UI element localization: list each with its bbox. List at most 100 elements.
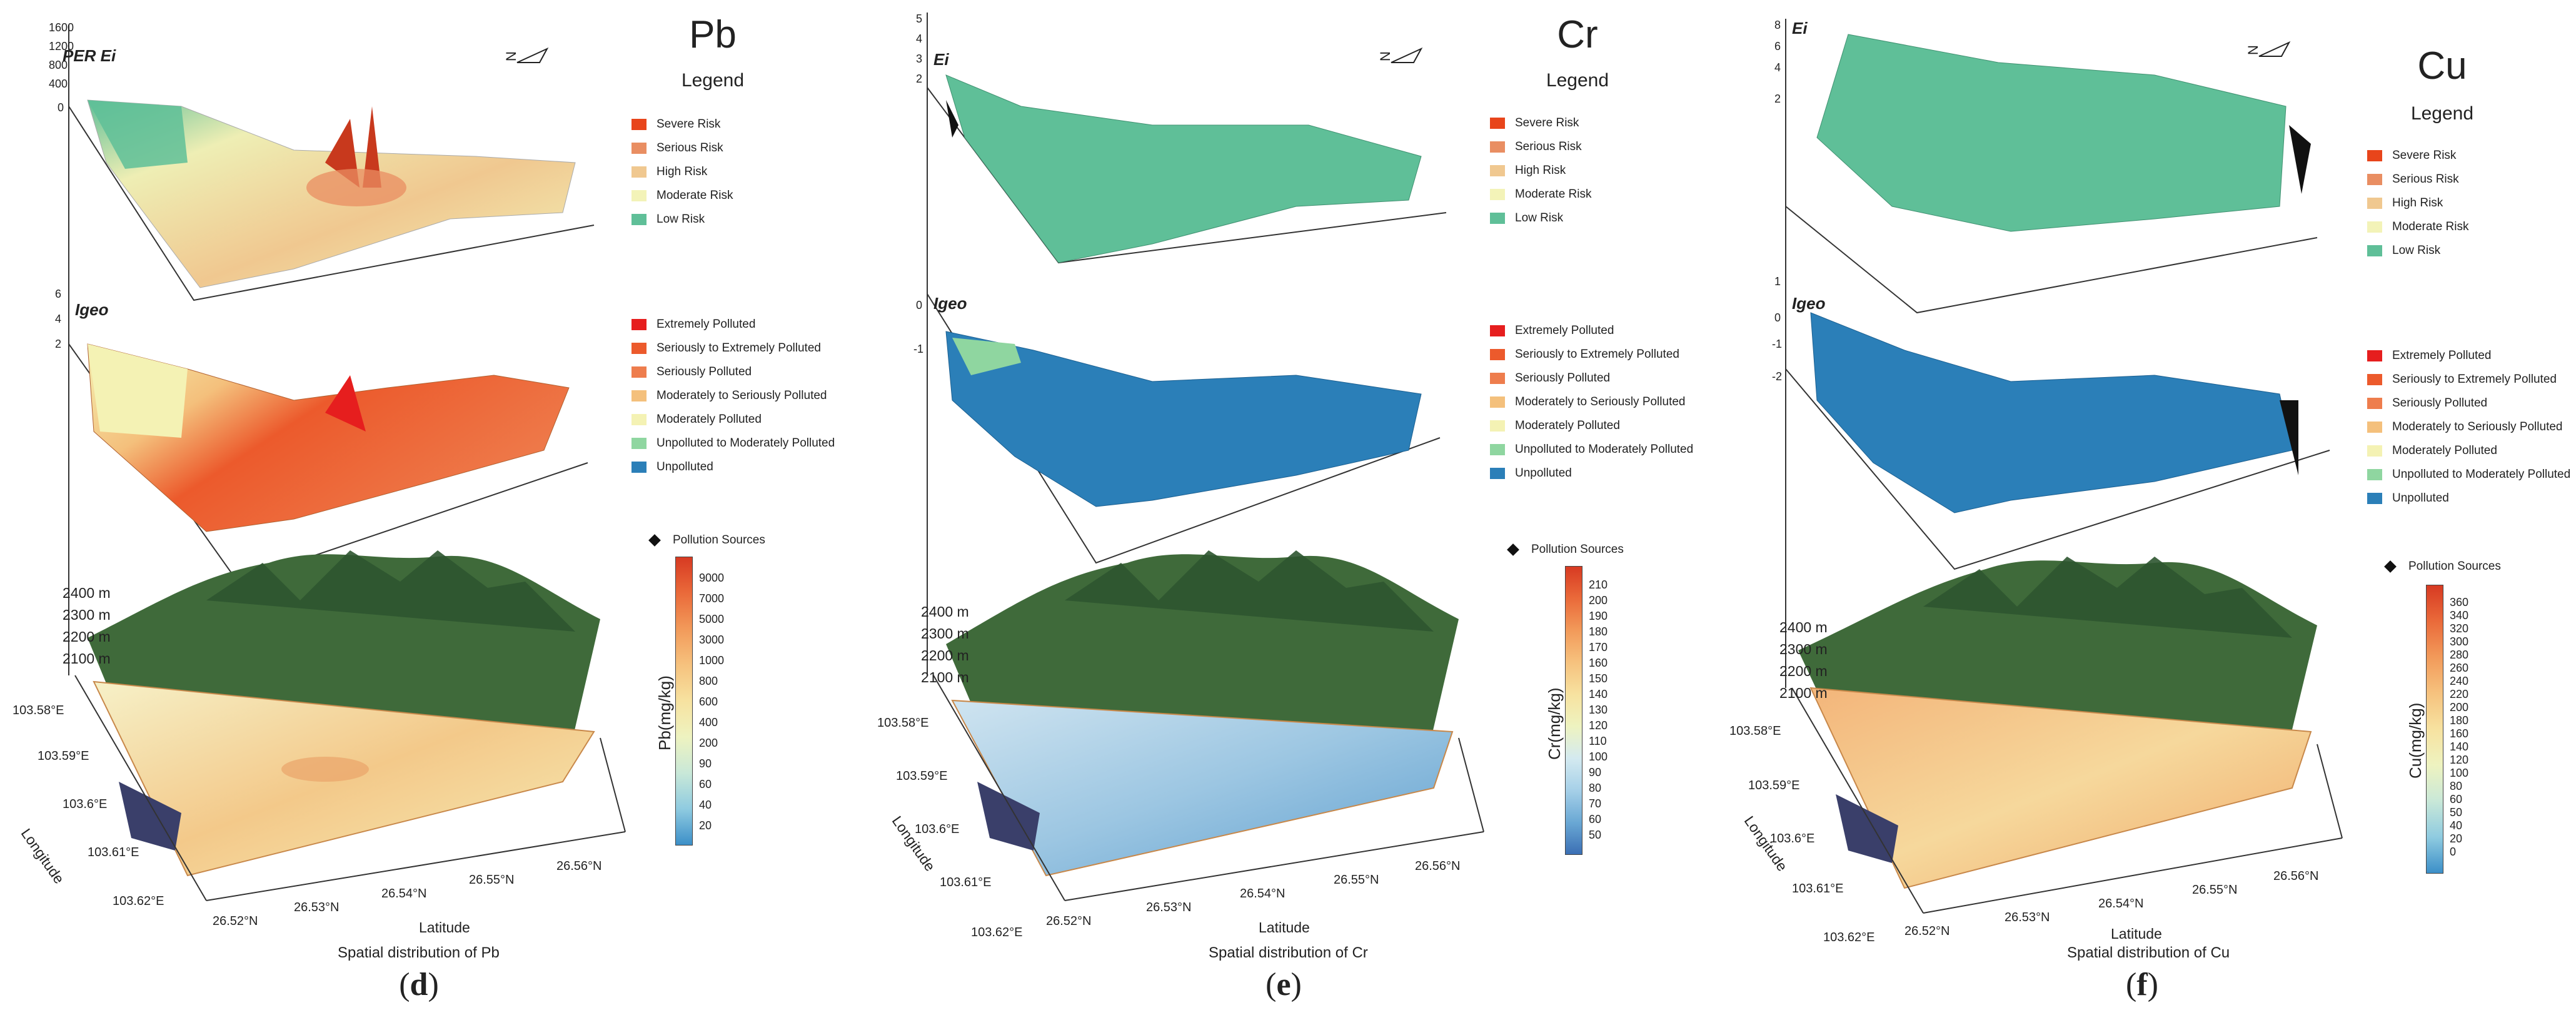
legend-item-moderate-risk: Moderate Risk [631, 184, 733, 208]
panel-label-f: (f) [2126, 967, 2158, 1002]
pb-igeo-axis-label: Igeo [75, 300, 109, 319]
pollution-sources-label: Pollution Sources [1531, 543, 1624, 556]
cu-latitude-tick: 26.54°N [2098, 897, 2144, 911]
swatch [631, 366, 647, 378]
pb-colorbar-tick: 3000 [699, 634, 725, 646]
cu-ei-tick: 4 [1774, 61, 1781, 74]
cr-colorbar-tick: 160 [1589, 657, 1608, 669]
pb-colorbar-tick: 1000 [699, 654, 725, 667]
cu-colorbar-tick: 300 [2450, 635, 2469, 648]
swatch [2367, 245, 2382, 256]
swatch [631, 190, 647, 201]
pb-colorbar-tick: 9000 [699, 572, 725, 584]
legend-item-low-risk: Low Risk [631, 208, 733, 231]
swatch [1490, 213, 1505, 224]
swatch [1490, 373, 1505, 384]
cu-colorbar-tick: 320 [2450, 622, 2469, 635]
cu-colorbar-tick: 140 [2450, 740, 2469, 753]
pb-igeo-tick: 4 [55, 313, 62, 325]
swatch [631, 390, 647, 401]
pb-elevation-tick: 2400 m [63, 585, 111, 601]
cu-colorbar-tick: 80 [2450, 780, 2463, 792]
legend-label: Moderate Risk [657, 189, 733, 202]
legend-item-moderately-polluted: Moderately Polluted [1490, 414, 1693, 438]
cu-colorbar-tick: 120 [2450, 754, 2469, 766]
pb-igeo-tick: 6 [55, 288, 62, 300]
cu-colorbar-tick: 160 [2450, 727, 2469, 740]
cu-colorbar-tick: 280 [2450, 649, 2469, 661]
cu-colorbar-tick: 360 [2450, 596, 2469, 608]
cu-colorbar-tick: 260 [2450, 662, 2469, 674]
legend-label: Serious Risk [1515, 140, 1582, 153]
swatch [2367, 374, 2382, 385]
swatch [631, 343, 647, 354]
cr-colorbar-tick: 130 [1589, 704, 1608, 716]
swatch [1490, 420, 1505, 432]
pb-longitude-tick: 103.59°E [38, 749, 89, 763]
legend-label: Unpolluted [657, 460, 713, 473]
legend-item-low-risk: Low Risk [2367, 239, 2469, 263]
swatch [2367, 398, 2382, 409]
swatch [1490, 325, 1505, 336]
pb-legend-heading: Legend [681, 70, 745, 91]
swatch [1490, 189, 1505, 200]
svg-text:N: N [1377, 51, 1393, 61]
cr-colorbar-tick: 180 [1589, 625, 1608, 638]
legend-label: Extremely Polluted [657, 318, 756, 331]
legend-item-serious-risk: Serious Risk [631, 136, 733, 160]
cr-elevation-tick: 2200 m [921, 647, 969, 664]
swatch [2367, 422, 2382, 433]
panel-cr: 5 4 3 2 Ei 0 -1 Igeo 2400 m 2300 m 2200 … [858, 0, 1717, 1025]
cr-igeo-tick: 0 [916, 299, 923, 311]
pb-colorbar-tick: 5000 [699, 613, 725, 625]
legend-item-seriously-polluted: Seriously Polluted [1490, 366, 1693, 390]
legend-label: Seriously Polluted [2392, 396, 2488, 410]
swatch [631, 214, 647, 225]
legend-label: Moderately to Seriously Polluted [2392, 420, 2563, 433]
cu-colorbar [2426, 585, 2443, 874]
legend-item-high-risk: High Risk [1490, 159, 1592, 183]
legend-item-seriously-polluted: Seriously Polluted [631, 360, 835, 384]
legend-label: High Risk [1515, 164, 1566, 177]
pb-pollution-sources-legend: Pollution Sources [648, 533, 765, 547]
legend-label: Severe Risk [2392, 149, 2457, 162]
panel-label-e: (e) [1265, 967, 1302, 1002]
cr-longitude-tick: 103.59°E [896, 769, 948, 783]
cr-colorbar-tick: 90 [1589, 766, 1602, 779]
legend-item-low-risk: Low Risk [1490, 206, 1592, 230]
legend-item-seriously-to-extremely: Seriously to Extremely Polluted [2367, 368, 2570, 391]
pb-ei-tick: 800 [49, 59, 68, 71]
panel-pb: 1600 1200 800 400 0 PER Ei 6 4 2 Igeo 24… [0, 0, 858, 1025]
svg-text:N: N [2245, 45, 2261, 55]
cr-colorbar [1565, 566, 1582, 855]
legend-item-unpolluted-to-moderately: Unpolluted to Moderately Polluted [2367, 463, 2570, 487]
pb-elevation-tick: 2100 m [63, 650, 111, 667]
cu-legend-heading: Legend [2410, 103, 2474, 124]
legend-item-severe-risk: Severe Risk [1490, 111, 1592, 135]
legend-label: Unpolluted to Moderately Polluted [1515, 443, 1694, 456]
pb-element-title: Pb [689, 13, 737, 56]
legend-label: Moderately to Seriously Polluted [1515, 395, 1686, 408]
legend-item-serious-risk: Serious Risk [1490, 135, 1592, 159]
cr-3d-scene [927, 13, 1484, 901]
legend-label: Severe Risk [1515, 116, 1579, 129]
pb-colorbar-tick: 90 [699, 757, 712, 770]
cr-latitude-label: Latitude [1259, 919, 1310, 936]
cu-elevation-tick: 2200 m [1779, 663, 1828, 679]
pb-risk-legend: Severe Risk Serious Risk High Risk Moder… [631, 113, 733, 231]
legend-label: Seriously Polluted [657, 365, 752, 378]
pb-colorbar-tick: 60 [699, 778, 712, 790]
legend-item-moderate-risk: Moderate Risk [2367, 215, 2469, 239]
swatch [1490, 349, 1505, 360]
legend-label: Extremely Polluted [2392, 349, 2492, 362]
cr-colorbar-tick: 100 [1589, 750, 1608, 763]
legend-label: Unpolluted [2392, 492, 2449, 505]
cu-colorbar-tick: 220 [2450, 688, 2469, 700]
pb-longitude-tick: 103.6°E [63, 797, 108, 811]
pb-colorbar-tick: 200 [699, 737, 718, 749]
legend-item-unpolluted: Unpolluted [2367, 487, 2570, 510]
cr-latitude-tick: 26.52°N [1046, 914, 1092, 928]
pb-colorbar-tick: 800 [699, 675, 718, 687]
cr-colorbar-axis-label: Cr(mg/kg) [1545, 687, 1564, 760]
legend-item-severe-risk: Severe Risk [631, 113, 733, 136]
